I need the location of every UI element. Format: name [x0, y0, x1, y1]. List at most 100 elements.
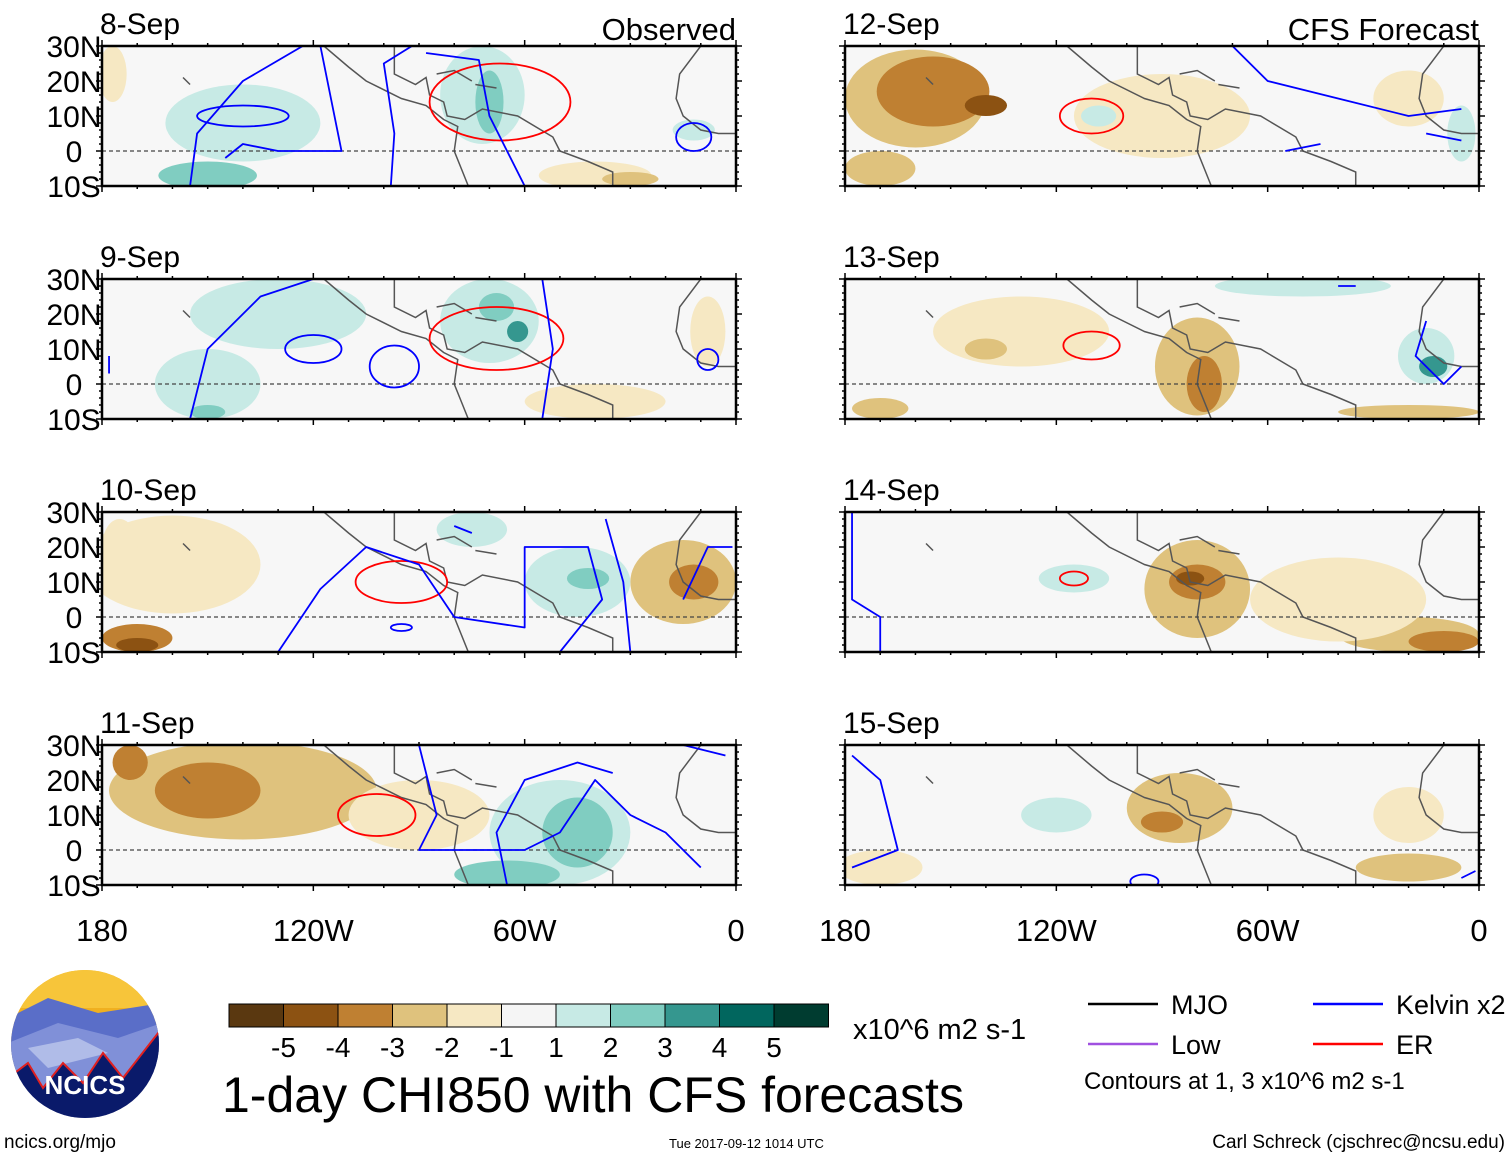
shading-blob: [102, 515, 261, 614]
kelvin-contour: [1425, 132, 1462, 142]
coastline: [475, 549, 497, 555]
shading-blob: [1021, 797, 1092, 833]
kelvin-contour: [682, 546, 733, 600]
colorbar-label: -5: [271, 1032, 296, 1063]
lat-tick-label: 30N: [46, 497, 101, 530]
colorbar-box: [610, 1003, 666, 1028]
lat-tick-label: 30N: [46, 264, 101, 297]
coastline: [1136, 279, 1357, 419]
coastline: [436, 69, 473, 82]
lat-tick-label: 0: [66, 602, 83, 635]
colorbar-label: 3: [657, 1032, 673, 1063]
shading-blob: [566, 568, 610, 589]
coastline: [925, 542, 934, 552]
shading-blob: [876, 56, 990, 127]
kelvin-contour: [696, 348, 720, 371]
coastline: [1066, 745, 1213, 885]
shading-blob: [440, 279, 539, 363]
coastline: [323, 512, 470, 652]
panel-date: 8-Sep: [100, 8, 180, 41]
colorbar-box: [446, 1003, 502, 1028]
colorbar-label: 2: [603, 1032, 619, 1063]
contour-note: Contours at 1, 3 x10^6 m2 s-1: [1084, 1068, 1405, 1095]
kelvin-contour: [277, 546, 604, 652]
shading-blob: [348, 780, 490, 850]
coastline: [1136, 46, 1357, 186]
shading-blob: [1038, 564, 1110, 593]
coastline: [1179, 302, 1216, 315]
kelvin-contour: [453, 525, 473, 534]
coastline: [675, 46, 736, 135]
footer-timestamp: Tue 2017-09-12 1014 UTC: [669, 1136, 824, 1151]
er-contour: [337, 793, 417, 837]
panel-13-Sep: 13-Sep: [839, 241, 1485, 425]
shading-blob: [1214, 279, 1391, 297]
kelvin-contour: [682, 745, 726, 757]
coastline: [1179, 69, 1216, 82]
shading-blob: [102, 519, 138, 575]
kelvin-contour: [495, 761, 613, 885]
coastline: [675, 512, 736, 601]
coastline: [393, 745, 614, 885]
lat-tick-label: 10S: [47, 637, 100, 670]
coastline: [182, 76, 191, 86]
shading-blob: [507, 321, 529, 342]
shading-blob: [602, 172, 659, 186]
lon-tick-label: 180: [819, 913, 871, 948]
coastline: [1179, 535, 1216, 548]
colorbar-box: [283, 1003, 339, 1028]
kelvin-contour: [541, 279, 554, 419]
shading-blob: [116, 638, 159, 652]
panel-content: [102, 46, 736, 186]
coastline: [1066, 512, 1213, 652]
panel-date: 13-Sep: [843, 241, 940, 274]
kelvin-contour: [1285, 143, 1321, 152]
panel-content: [102, 745, 736, 885]
er-contour: [1058, 97, 1125, 135]
lat-tick-label: 30N: [46, 730, 101, 763]
er-contour: [1062, 330, 1121, 361]
lat-tick-label: 0: [66, 835, 83, 868]
legend-label: Kelvin x2: [1396, 990, 1506, 1020]
kelvin-contour: [675, 122, 713, 152]
er-contour: [428, 62, 572, 142]
coastline: [1218, 549, 1240, 555]
shading-blob: [1397, 328, 1455, 384]
shading-blob: [964, 338, 1008, 360]
panel-15-Sep: 15-Sep 180 120W 60W 0: [819, 707, 1487, 948]
colorbar-box: [337, 1003, 393, 1028]
shading-blob: [158, 161, 257, 186]
coastline: [323, 279, 470, 419]
colorbar-box: [664, 1003, 720, 1028]
panel-content: [845, 745, 1479, 885]
er-contour: [428, 306, 565, 371]
shading-blob: [436, 512, 508, 547]
panel-date: 11-Sep: [100, 707, 195, 740]
lon-tick-label: 120W: [273, 913, 355, 948]
shading-blob: [1408, 631, 1479, 652]
shading-blob: [112, 745, 148, 780]
lat-tick-label: 20N: [46, 532, 101, 565]
coastline: [1418, 745, 1479, 834]
kelvin-contour: [851, 512, 882, 652]
coastline: [1218, 83, 1240, 89]
panel-date: 12-Sep: [843, 8, 940, 41]
shading-blob: [1140, 811, 1184, 833]
shading-blob: [1250, 557, 1427, 642]
coastline: [393, 279, 614, 419]
coastline: [1179, 768, 1216, 781]
er-contour: [354, 560, 449, 604]
shading-blob: [845, 151, 916, 186]
footer-url: ncics.org/mjo: [4, 1132, 116, 1153]
shading-blob: [102, 46, 127, 102]
ncics-logo: NCICS: [11, 970, 159, 1118]
shading-blob: [964, 95, 1008, 116]
legend: MJO Kelvin x2 Low ER: [1088, 990, 1506, 1058]
kelvin-contour: [224, 46, 343, 159]
colorbar-box: [501, 1003, 557, 1028]
coastline: [182, 775, 191, 785]
footer-author: Carl Schreck (cjschrec@ncsu.edu): [1212, 1132, 1505, 1153]
